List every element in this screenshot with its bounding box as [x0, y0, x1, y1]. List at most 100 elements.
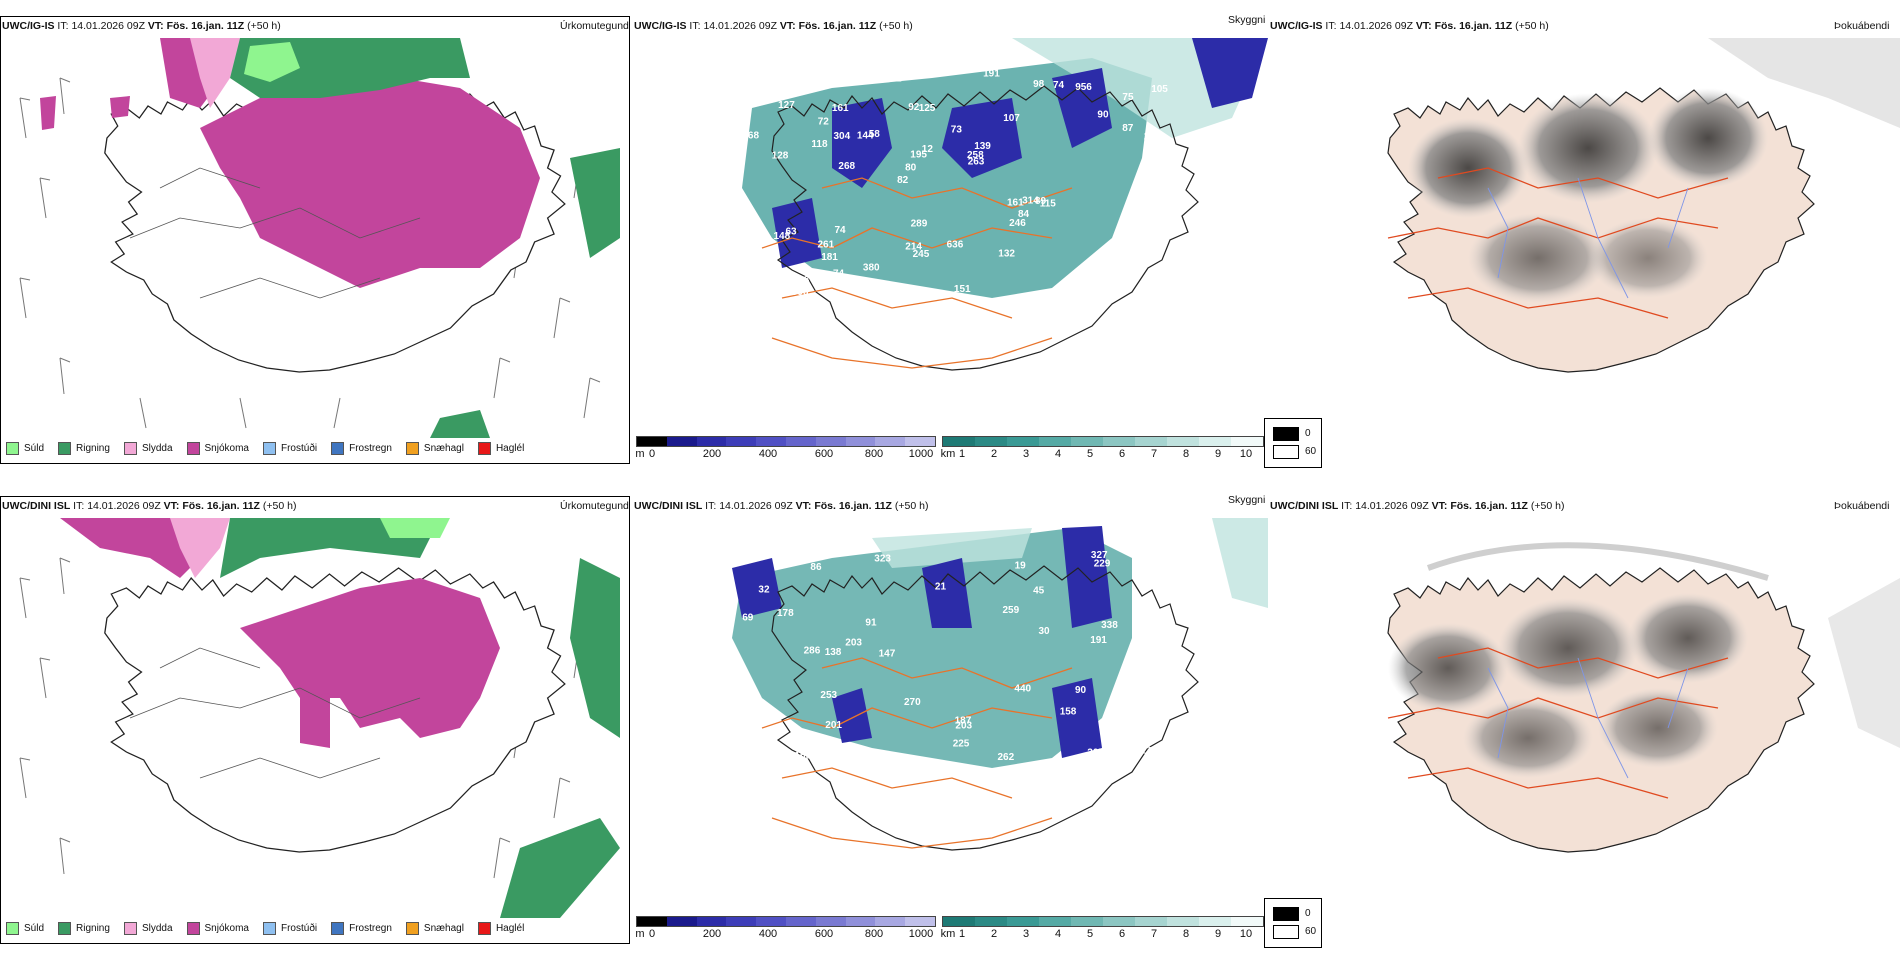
vt-label: VT: — [1431, 500, 1448, 512]
offshore-fog — [1426, 542, 1769, 581]
cloud-base-value: 73 — [951, 125, 963, 136]
cloud-base-value: 191 — [1090, 635, 1107, 646]
cloud-base-value: 128 — [772, 151, 789, 162]
rain-area — [570, 148, 620, 258]
legend-item-slydda: Slydda — [123, 922, 173, 935]
cloud-base-value: 327 — [1091, 550, 1108, 561]
fog-signal — [1388, 623, 1508, 713]
cloud-base-value: 82 — [897, 175, 909, 186]
cloud-base-value: 138 — [825, 647, 842, 658]
cloud-base-value: 195 — [910, 150, 927, 161]
sleet-area — [190, 38, 240, 108]
model-name: UWC/IG-IS — [1270, 20, 1323, 32]
cloud-base-value: 263 — [968, 156, 985, 167]
cloud-base-value: 306 — [1145, 222, 1162, 233]
cloud-base-value: 245 — [913, 249, 930, 260]
fog-signal — [1463, 698, 1593, 778]
vt-value: Fös. 16.jan. 11Z — [182, 500, 260, 512]
lead-time: (+50 h) — [879, 20, 913, 32]
vt-value: Fös. 16.jan. 11Z — [166, 20, 245, 32]
cloud-base-value: 268 — [838, 161, 855, 172]
fog-legend: 0 60 — [1264, 418, 1322, 468]
cloud-base-value: 487 — [755, 283, 772, 294]
cloud-base-value: 12 — [922, 144, 934, 155]
rain-area — [220, 518, 440, 578]
fog-signal — [1498, 598, 1638, 698]
it-label: IT: — [57, 20, 69, 32]
cloud-base-value: 258 — [967, 150, 984, 161]
top-row: UWC/IG-IS IT: 14.01.2026 09Z VT: Fös. 16… — [0, 10, 1900, 480]
cloud-base-value: 33 — [929, 61, 941, 72]
cloud-base-value: 139 — [974, 141, 991, 152]
cloud-base-value: 246 — [1009, 218, 1026, 229]
panel-frame — [0, 496, 630, 944]
cloud-base-value: 125 — [919, 103, 936, 114]
visibility-scale-bar: km 1 2 3 4 5 6 7 8 9 10 — [941, 916, 1264, 942]
cloud-base-value: 69 — [742, 612, 754, 623]
cloud-base-value: 102 — [852, 756, 869, 767]
sleet-area — [170, 518, 230, 578]
cloud-base-value: 80 — [1059, 767, 1071, 778]
model-name: UWC/DINI ISL — [634, 500, 703, 512]
cloud-base-value: 32 — [758, 584, 770, 595]
height-scale-bar: m 0 200 400 600 800 1000 — [635, 436, 936, 462]
cloud-base-value: 123 — [1115, 272, 1132, 283]
cloud-base-value: 178 — [777, 608, 794, 619]
cloud-base-value: 380 — [863, 263, 880, 274]
cloud-base-value: 118 — [756, 64, 773, 75]
legend-item-haglel: Haglél — [477, 922, 524, 935]
cloud-base-value: 187 — [955, 716, 972, 727]
rain-area — [500, 818, 620, 918]
cloud-base-value: 181 — [821, 252, 838, 263]
cloud-base-value: 148 — [774, 231, 791, 242]
legend-item-snjokoma: Snjókoma — [186, 922, 249, 935]
cloud-base-value: 63 — [786, 226, 798, 237]
cloud-base-value: 430 — [1131, 690, 1148, 701]
it-label: IT: — [705, 500, 717, 512]
cloud-base-value: 68 — [748, 130, 760, 141]
roads — [129, 167, 421, 299]
model-name: UWC/DINI ISL — [2, 500, 71, 512]
legend-item-slydda: Slydda — [123, 442, 173, 455]
cloud-base-value: 158 — [1060, 707, 1077, 718]
snow-area — [110, 96, 130, 118]
cloud-base-value: 203 — [845, 638, 862, 649]
cloud-base-value: 71 — [890, 74, 902, 85]
cloud-base-value: 272 — [759, 276, 776, 287]
it-value: 14.01.2026 09Z — [719, 500, 793, 512]
snow-area — [60, 518, 210, 578]
rain-area — [570, 558, 620, 738]
legend-item-snaehagl: Snæhagl — [405, 922, 464, 935]
cloud-base-value: 87 — [1122, 123, 1134, 134]
cloud-base-labels: 430 80 203 165 187 91 323 45 925 191 440 229 69 30 102… — [742, 550, 1157, 779]
model-name: UWC/IG-IS — [2, 20, 55, 32]
cloud-base-value: 636 — [947, 240, 964, 251]
legend-item-snjokoma: Snjókoma — [186, 442, 249, 455]
fog-signal — [1468, 213, 1608, 303]
field-name: Skyggni — [1228, 14, 1266, 26]
cloud-base-value: 75 — [1122, 92, 1134, 103]
vt-label: VT: — [779, 20, 796, 32]
cloud-base-value: 259 — [1003, 605, 1020, 616]
cloud-base-value: 956 — [1075, 82, 1092, 93]
cloud-base-value: 262 — [998, 752, 1015, 763]
panel-header: UWC/DINI ISL IT: 14.01.2026 09Z VT: Fös.… — [2, 500, 296, 512]
cloud-base-value: 107 — [1003, 113, 1020, 124]
vt-value: Fös. 16.jan. 11Z — [1450, 500, 1528, 512]
roads — [1387, 167, 1729, 319]
cloud-base-value: 214 — [905, 241, 922, 252]
cloud-base-value: 304 — [834, 131, 851, 142]
cloud-base-value: 161 — [1007, 197, 1024, 208]
snow-area — [300, 693, 330, 748]
lead-time: (+50 h) — [894, 500, 929, 512]
drizzle-area — [244, 42, 300, 82]
cloud-map: 430 80 203 165 187 91 323 45 925 191 440 229 69 30 102… — [732, 518, 1268, 851]
vt-label: VT: — [1415, 20, 1432, 32]
it-value: 14.01.2026 09Z — [71, 20, 145, 32]
drizzle-area — [380, 518, 450, 538]
model-name: UWC/DINI ISL — [1270, 500, 1339, 512]
cloud-base-value: 115 — [1040, 199, 1057, 210]
cloud-base-value: 89 — [1035, 196, 1047, 207]
visibility-scale-bar: km 1 2 3 4 5 6 7 8 9 10 — [941, 436, 1264, 462]
cloud-base-value: 338 — [1101, 620, 1118, 631]
